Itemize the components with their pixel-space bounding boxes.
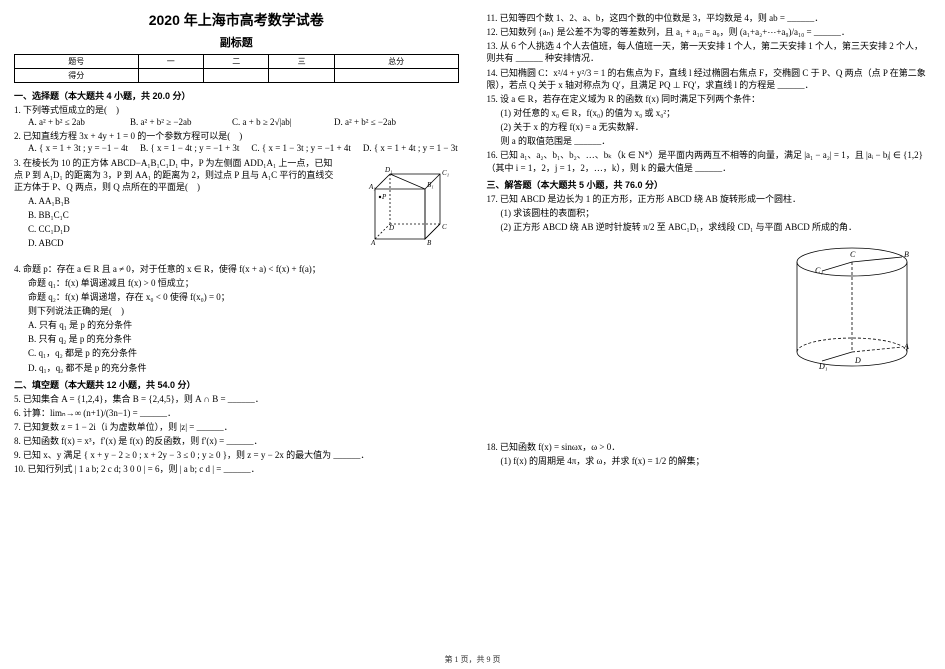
svg-text:D: D: [388, 224, 394, 232]
score-r0: 得分: [15, 69, 139, 83]
svg-text:A: A: [903, 342, 909, 351]
svg-text:D₁: D₁: [818, 362, 828, 371]
score-r2: [204, 69, 269, 83]
q4-optB: B. 只有 q₂ 是 p 的充分条件: [28, 333, 459, 345]
page-footer: 第 1 页，共 9 页: [0, 654, 945, 665]
q10-b: | = 6，则 |: [144, 464, 182, 474]
question-16: 16. 已知 a₁、a₂、b₁、b₂、…、bₖ（k ∈ N*）是平面内两两互不相…: [487, 149, 932, 173]
svg-text:C₁: C₁: [815, 266, 823, 275]
svg-text:B₁: B₁: [427, 181, 434, 189]
question-11: 11. 已知等四个数 1、2、a、b，这四个数的中位数是 3，平均数是 4，则 …: [487, 12, 932, 24]
question-2: 2. 已知直线方程 3x + 4y + 1 = 0 的一个参数方程可以是( ) …: [14, 130, 459, 154]
question-18: 18. 已知函数 f(x) = sinωx，ω > 0． (1) f(x) 的周…: [487, 441, 932, 467]
question-7: 7. 已知复数 z = 1 − 2i（i 为虚数单位），则 |z| = ____…: [14, 421, 459, 433]
q3-text: 3. 在棱长为 10 的正方体 ABCD−A₁B₁C₁D₁ 中，P 为左侧面 A…: [14, 158, 333, 192]
q4-optC: C. q₁，q₂ 都是 p 的充分条件: [28, 347, 459, 359]
question-1: 1. 下列等式恒成立的是( ) A. a² + b² ≤ 2ab B. a² +…: [14, 104, 459, 128]
page-subtitle: 副标题: [14, 34, 459, 50]
q15-c1: (1) 对任意的 x₀ ∈ R，f(x₀) 的值为 x₀ 或 x₀²；: [501, 107, 932, 119]
q2-optB: B. { x = 1 − 4t ; y = −1 + 3t: [140, 142, 239, 154]
score-r4: [334, 69, 458, 83]
question-13: 13. 从 6 个人挑选 4 个人去值班，每人值班一天，第一天安排 1 个人，第…: [487, 40, 932, 64]
score-h0: 题号: [15, 55, 139, 69]
score-h4: 总分: [334, 55, 458, 69]
svg-text:C: C: [442, 223, 447, 231]
q1-optA: A. a² + b² ≤ 2ab: [28, 116, 118, 128]
svg-text:D₁: D₁: [384, 166, 393, 174]
q2-optA: A. { x = 1 + 3t ; y = −1 − 4t: [28, 142, 128, 154]
svg-text:P: P: [381, 193, 387, 201]
right-column: 11. 已知等四个数 1、2、a、b，这四个数的中位数是 3，平均数是 4，则 …: [473, 0, 945, 650]
question-14: 14. 已知椭圆 C：x²/4 + y²/3 = 1 的右焦点为 F，直线 l …: [487, 67, 932, 91]
page-title: 2020 年上海市高考数学试卷: [14, 10, 459, 30]
q2-optD: D. { x = 1 + 4t ; y = 1 − 3t: [363, 142, 458, 154]
q10-m1: 1 a b; 2 c d; 3 0 0: [79, 464, 142, 474]
q17-p2: (2) 正方形 ABCD 绕 AB 逆时针旋转 π/2 至 ABC₁D₁，求线段…: [501, 221, 932, 233]
svg-text:A₁: A₁: [368, 183, 376, 191]
section2-heading: 二、填空题（本大题共 12 小题，共 54.0 分）: [14, 378, 459, 391]
question-5: 5. 已知集合 A = {1,2,4}，集合 B = {2,4,5}，则 A ∩…: [14, 393, 459, 405]
q4-optD: D. q₁，q₂ 都不是 p 的充分条件: [28, 362, 459, 374]
score-r3: [269, 69, 334, 83]
q4-line2: 命题 q₁：f(x) 单调递减且 f(x) > 0 恒成立；: [28, 277, 459, 289]
question-17: 17. 已知 ABCD 是边长为 1 的正方形，正方形 ABCD 绕 AB 旋转…: [487, 193, 932, 439]
q18-p1: (1) f(x) 的周期是 4π，求 ω，并求 f(x) = 1/2 的解集；: [501, 455, 932, 467]
question-12: 12. 已知数列 {aₙ} 是公差不为零的等差数列，且 a₁ + a₁₀ = a…: [487, 26, 932, 38]
question-15: 15. 设 a ∈ R，若存在定义域为 R 的函数 f(x) 同时满足下列两个条…: [487, 93, 932, 148]
q18-text: 18. 已知函数 f(x) = sinωx，ω > 0．: [487, 441, 932, 453]
question-9: 9. 已知 x、y 满足 { x + y − 2 ≥ 0 ; x + 2y − …: [14, 449, 459, 461]
q4-line3: 命题 q₂：f(x) 单调递增，存在 x₀ < 0 使得 f(x₀) = 0；: [28, 291, 459, 303]
q2-optC: C. { x = 1 − 3t ; y = −1 + 4t: [251, 142, 350, 154]
svg-text:D: D: [854, 356, 861, 365]
q10-m2: a b; c d: [184, 464, 210, 474]
question-8: 8. 已知函数 f(x) = x³，f′(x) 是 f(x) 的反函数，则 f′…: [14, 435, 459, 447]
left-column: 2020 年上海市高考数学试卷 副标题 题号 一 二 三 总分 得分 一、选择题…: [0, 0, 473, 650]
question-10: 10. 已知行列式 | 1 a b; 2 c d; 3 0 0 | = 6，则 …: [14, 463, 459, 475]
q15-text: 15. 设 a ∈ R，若存在定义域为 R 的函数 f(x) 同时满足下列两个条…: [487, 93, 932, 105]
q4-optA: A. 只有 q₁ 是 p 的充分条件: [28, 319, 459, 331]
q17-text: 17. 已知 ABCD 是边长为 1 的正方形，正方形 ABCD 绕 AB 旋转…: [487, 193, 932, 205]
svg-text:A: A: [370, 239, 376, 247]
q10-a: 10. 已知行列式 |: [14, 464, 77, 474]
q1-optD: D. a² + b² ≤ −2ab: [334, 116, 424, 128]
cylinder-figure-icon: B C₁ C A D₁ D: [777, 237, 927, 377]
cube-figure-icon: A B C D A₁ B₁ C₁ D₁ P: [345, 159, 455, 259]
q1-text: 1. 下列等式恒成立的是( ): [14, 105, 119, 115]
q17-p1: (1) 求该圆柱的表面积；: [501, 207, 932, 219]
q10-c: | = ______．: [212, 464, 259, 474]
q1-optC: C. a + b ≥ 2√|ab|: [232, 116, 322, 128]
svg-text:C: C: [850, 250, 856, 259]
question-6: 6. 计算：limₙ→∞ (n+1)/(3n−1) = ______．: [14, 407, 459, 419]
q4-line4: 则下列说法正确的是( ): [28, 305, 459, 317]
q4-text: 4. 命题 p：存在 a ∈ R 且 a ≠ 0，对于任意的 x ∈ R，使得 …: [14, 263, 459, 275]
q15-c2: (2) 关于 x 的方程 f(x) = a 无实数解．: [501, 121, 932, 133]
svg-text:C₁: C₁: [442, 169, 449, 177]
section3-heading: 三、解答题（本大题共 5 小题，共 76.0 分）: [487, 178, 932, 191]
svg-text:B: B: [427, 239, 432, 247]
q15-tail: 则 a 的取值范围是 ______．: [501, 135, 932, 147]
section1-heading: 一、选择题（本大题共 4 小题，共 20.0 分）: [14, 89, 459, 102]
q1-optB: B. a² + b² ≥ −2ab: [130, 116, 220, 128]
score-r1: [138, 69, 203, 83]
question-4: 4. 命题 p：存在 a ∈ R 且 a ≠ 0，对于任意的 x ∈ R，使得 …: [14, 263, 459, 374]
score-h1: 一: [138, 55, 203, 69]
score-h3: 三: [269, 55, 334, 69]
score-table: 题号 一 二 三 总分 得分: [14, 54, 459, 83]
q2-text: 2. 已知直线方程 3x + 4y + 1 = 0 的一个参数方程可以是( ): [14, 131, 242, 141]
question-3: A B C D A₁ B₁ C₁ D₁ P 3. 在棱长为 10 的正方体 AB…: [14, 157, 459, 261]
score-h2: 二: [204, 55, 269, 69]
svg-text:B: B: [904, 250, 909, 259]
